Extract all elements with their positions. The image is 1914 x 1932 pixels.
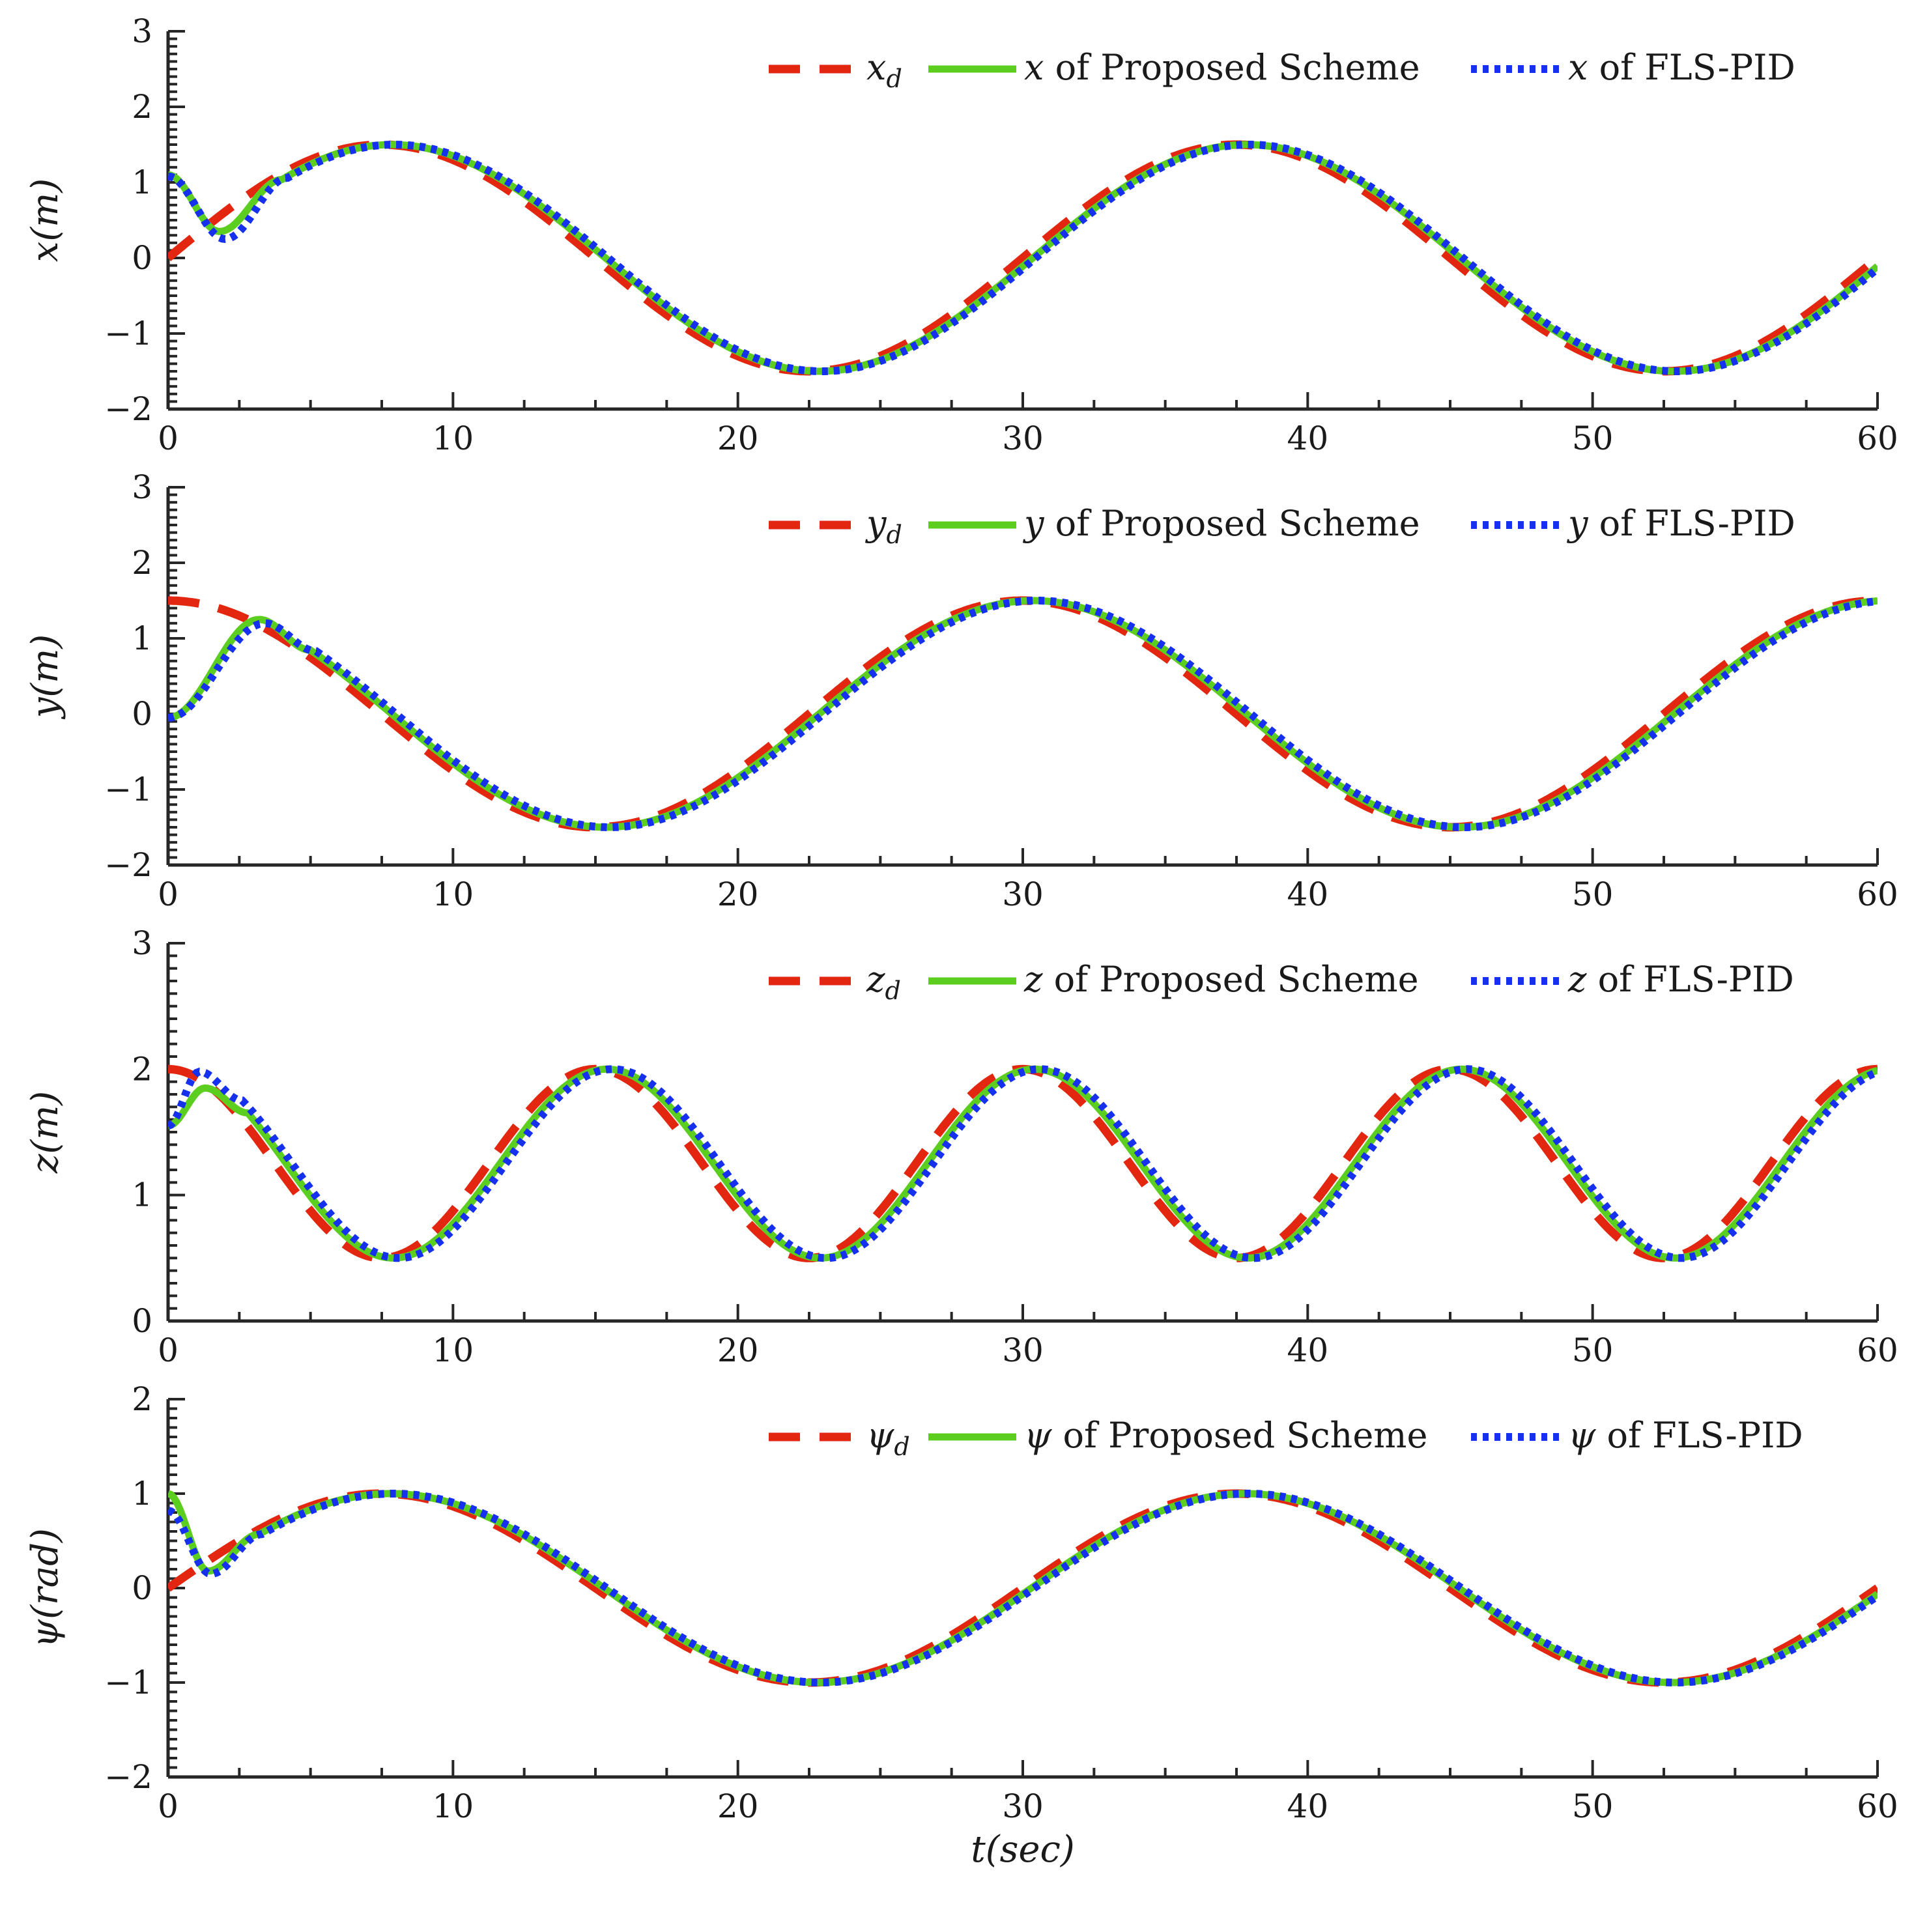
series-proposed <box>168 1065 1878 1262</box>
y-axis-label: ψ(rad) <box>24 1528 66 1648</box>
y-tick-label: −2 <box>104 846 152 884</box>
subplot-1: 0 10 20 30 40 50 60 −2 −1 0 1 2 3 x(m) xd x of Proposed… <box>24 12 1898 457</box>
legend: xd x of Proposed Scheme x of FLS-PID <box>769 47 1795 93</box>
y-tick-label: 3 <box>132 468 152 506</box>
y-tick-label: 2 <box>132 88 152 126</box>
x-tick-label: 10 <box>433 419 474 457</box>
y-tick-label: 3 <box>132 924 152 962</box>
legend-desired-label: xd <box>866 47 902 93</box>
x-tick-label: 60 <box>1857 419 1898 457</box>
x-tick-label: 40 <box>1287 875 1329 913</box>
series-desired <box>168 1489 1878 1687</box>
y-tick-label: 1 <box>132 619 152 657</box>
legend: zd z of Proposed Scheme z of FLS-PID <box>769 959 1794 1005</box>
x-tick-label: 20 <box>717 1787 759 1825</box>
legend-fls-pid-label: y of FLS-PID <box>1567 503 1795 544</box>
x-tick-label: 30 <box>1002 875 1044 913</box>
legend-proposed-label: y of Proposed Scheme <box>1023 503 1420 544</box>
y-axis-label: z(m) <box>24 1091 66 1174</box>
series-proposed <box>168 597 1878 831</box>
y-tick-label: 2 <box>132 1050 152 1088</box>
y-tick-label: −2 <box>104 1758 152 1796</box>
y-tick-label: −1 <box>104 315 152 352</box>
legend-proposed-label: z of Proposed Scheme <box>1023 959 1419 1000</box>
x-tick-label: 60 <box>1857 875 1898 913</box>
x-tick-label: 0 <box>158 1787 179 1825</box>
x-tick-label: 20 <box>717 1331 759 1369</box>
x-tick-label: 50 <box>1572 1331 1614 1369</box>
subplot-4: 0 10 20 30 40 50 60 −2 −1 0 1 2 ψ(rad) t(sec) ψd ψ of P… <box>24 1380 1898 1871</box>
x-tick-label: 0 <box>158 1331 179 1369</box>
series-fls-pid <box>168 1065 1878 1262</box>
x-tick-label: 40 <box>1287 1787 1329 1825</box>
legend-proposed-label: ψ of Proposed Scheme <box>1024 1415 1427 1456</box>
y-tick-label: 0 <box>132 695 152 733</box>
series-fls-pid <box>168 1490 1878 1686</box>
y-tick-label: −2 <box>104 390 152 428</box>
series-proposed <box>168 1490 1878 1686</box>
x-tick-label: 50 <box>1572 1787 1614 1825</box>
x-tick-label: 0 <box>158 419 179 457</box>
y-tick-label: 2 <box>132 1380 152 1418</box>
subplot-3: 0 10 20 30 40 50 60 0 1 2 3 z(m) zd z of Proposed Sch… <box>24 924 1898 1369</box>
y-tick-label: 0 <box>132 1302 152 1340</box>
x-tick-label: 40 <box>1287 1331 1329 1369</box>
x-tick-label: 40 <box>1287 419 1329 457</box>
x-tick-label: 20 <box>717 419 759 457</box>
y-tick-label: 0 <box>132 239 152 277</box>
series-desired <box>168 596 1878 832</box>
x-tick-label: 10 <box>433 1787 474 1825</box>
x-tick-label: 20 <box>717 875 759 913</box>
series-fls-pid <box>168 597 1878 831</box>
y-tick-label: 1 <box>132 1176 152 1214</box>
y-tick-label: 0 <box>132 1569 152 1607</box>
series-desired <box>168 140 1878 376</box>
series-proposed <box>168 141 1878 375</box>
x-tick-label: 30 <box>1002 1787 1044 1825</box>
legend-fls-pid-label: z of FLS-PID <box>1567 959 1794 1000</box>
x-tick-label: 50 <box>1572 419 1614 457</box>
x-tick-label: 30 <box>1002 1331 1044 1369</box>
y-axis-label: y(m) <box>24 634 66 720</box>
legend-desired-label: zd <box>866 959 901 1005</box>
subplot-2: 0 10 20 30 40 50 60 −2 −1 0 1 2 3 y(m) yd y of Proposed… <box>24 468 1898 913</box>
legend-desired-label: yd <box>865 503 902 549</box>
x-tick-label: 60 <box>1857 1331 1898 1369</box>
y-tick-label: 3 <box>132 12 152 50</box>
x-tick-label: 30 <box>1002 419 1044 457</box>
legend-desired-label: ψd <box>866 1415 910 1461</box>
y-tick-label: −1 <box>104 771 152 808</box>
y-tick-label: −1 <box>104 1664 152 1701</box>
x-tick-label: 60 <box>1857 1787 1898 1825</box>
x-tick-label: 50 <box>1572 875 1614 913</box>
legend-proposed-label: x of Proposed Scheme <box>1024 47 1420 88</box>
legend-fls-pid-label: x of FLS-PID <box>1568 47 1795 88</box>
y-tick-label: 2 <box>132 544 152 582</box>
y-tick-label: 1 <box>132 1475 152 1513</box>
y-axis-label: x(m) <box>24 178 66 262</box>
legend: yd y of Proposed Scheme y of FLS-PID <box>769 503 1795 549</box>
x-tick-label: 10 <box>433 875 474 913</box>
y-tick-label: 1 <box>132 163 152 201</box>
x-tick-label: 0 <box>158 875 179 913</box>
x-tick-label: 10 <box>433 1331 474 1369</box>
x-axis-label: t(sec) <box>971 1828 1074 1871</box>
legend: ψd ψ of Proposed Scheme ψ of FLS-PID <box>769 1415 1803 1461</box>
legend-fls-pid-label: ψ of FLS-PID <box>1568 1415 1803 1456</box>
